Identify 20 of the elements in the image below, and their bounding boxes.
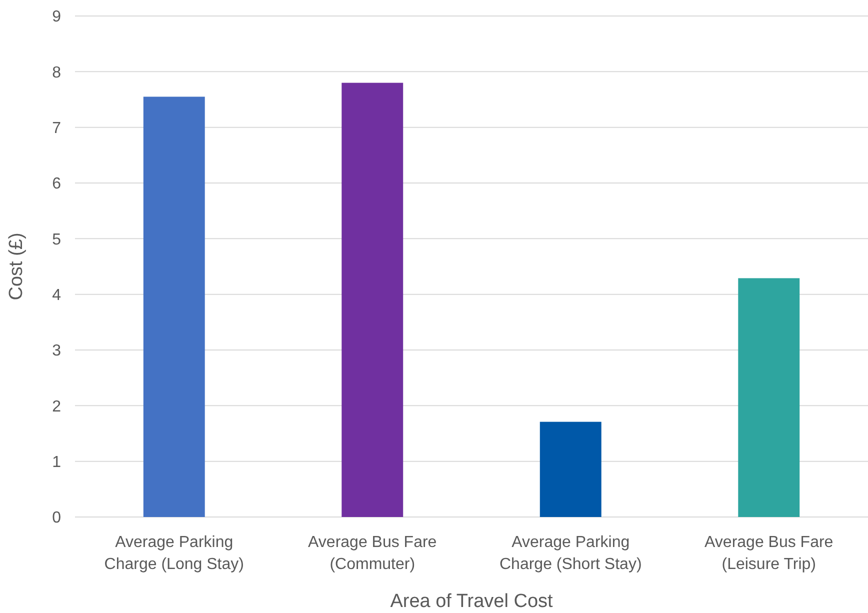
y-axis-title: Cost (£): [6, 232, 27, 300]
y-tick-label: 8: [52, 64, 62, 82]
bar: [342, 82, 404, 517]
y-tick-label: 5: [52, 231, 62, 248]
x-tick-label: Average Bus Fare (Leisure Trip): [704, 534, 834, 573]
bar: [738, 278, 800, 517]
y-tick-label: 9: [52, 8, 62, 26]
x-tick-label: Average Bus Fare (Commuter): [308, 534, 437, 573]
y-tick-label: 7: [52, 120, 62, 137]
y-tick-label: 4: [52, 286, 62, 304]
bar: [540, 422, 602, 517]
y-tick-label: 6: [52, 176, 62, 193]
x-axis-title: Area of Travel Cost: [390, 591, 554, 612]
y-tick-label: 0: [52, 510, 62, 527]
y-tick-label: 3: [52, 342, 62, 360]
x-tick-label: Average Parking Charge (Long Stay): [104, 534, 244, 573]
y-tick-label: 2: [52, 398, 62, 416]
x-tick-label: Average Parking Charge (Short Stay): [499, 534, 642, 573]
y-tick-label: 1: [52, 454, 62, 471]
bar: [143, 96, 205, 517]
